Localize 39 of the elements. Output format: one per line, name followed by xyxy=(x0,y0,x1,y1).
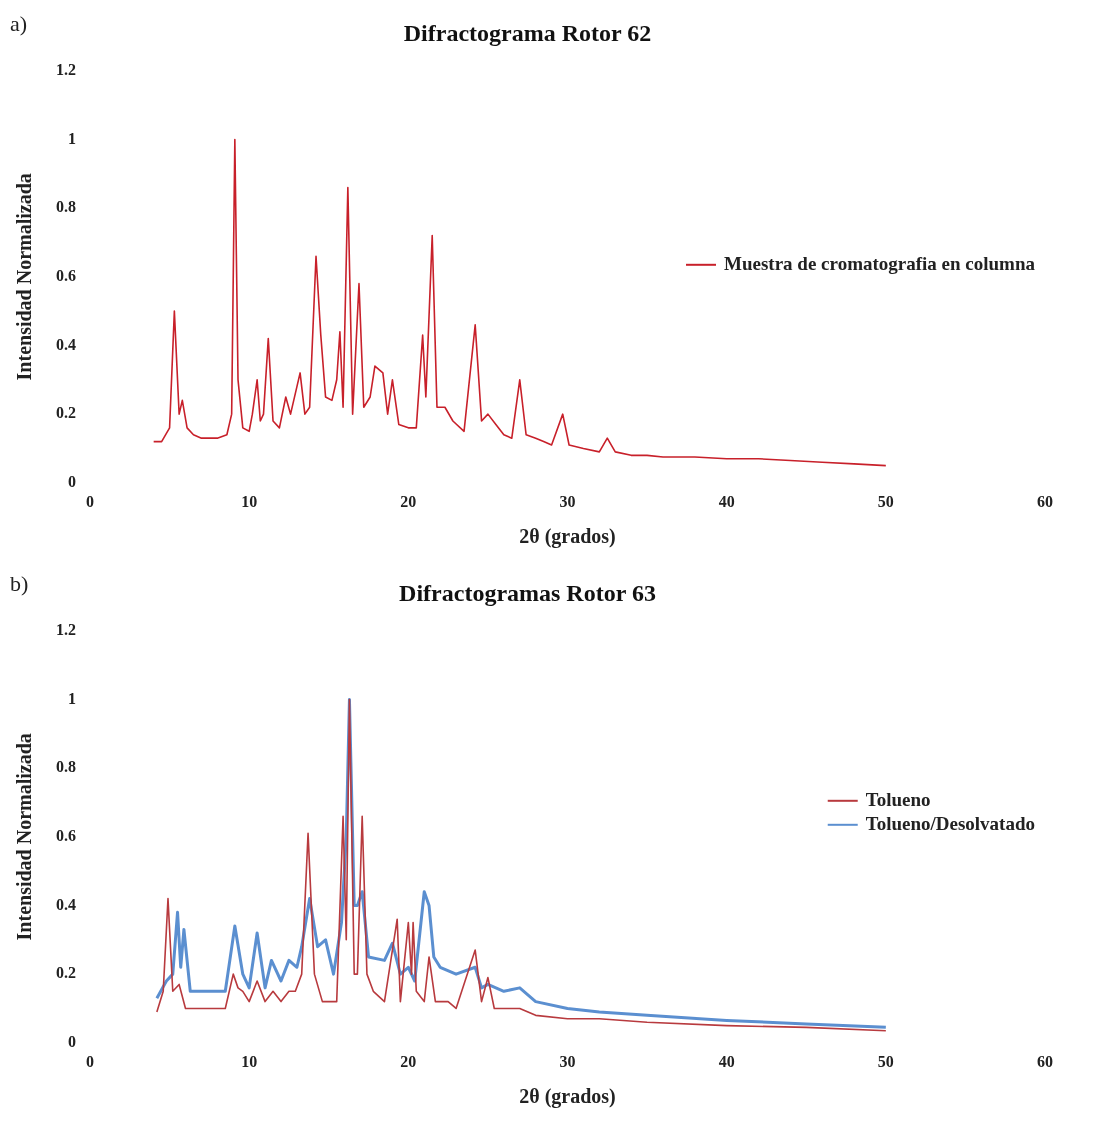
y-tick-label: 0.4 xyxy=(56,335,76,353)
y-axis-title: Intensidad Normalizada xyxy=(13,733,36,941)
y-tick-label: 1.2 xyxy=(56,60,76,78)
x-tick-label: 40 xyxy=(718,1052,735,1070)
legend-label: Muestra de cromatografia en columna xyxy=(724,252,1036,274)
x-tick-label: 0 xyxy=(86,1052,94,1070)
text: b) xyxy=(10,570,29,596)
x-tick-label: 10 xyxy=(241,492,258,510)
x-tick-label: 30 xyxy=(559,492,576,510)
chart-title: Difractograma Rotor 62 xyxy=(403,19,652,46)
x-tick-label: 20 xyxy=(400,1052,417,1070)
y-tick-label: 0.6 xyxy=(56,826,76,844)
y-tick-label: 0 xyxy=(68,472,76,490)
y-tick-label: 0.4 xyxy=(56,895,76,913)
y-tick-label: 0.6 xyxy=(56,266,76,284)
legend-label: Tolueno xyxy=(865,788,931,810)
y-tick-label: 0.2 xyxy=(56,404,76,422)
y-tick-label: 0 xyxy=(68,1032,76,1050)
text: a) xyxy=(10,10,28,36)
x-tick-label: 30 xyxy=(559,1052,576,1070)
y-tick-label: 1 xyxy=(68,129,76,147)
y-axis-title: Intensidad Normalizada xyxy=(13,173,36,381)
x-tick-label: 50 xyxy=(877,492,894,510)
x-tick-label: 10 xyxy=(241,1052,258,1070)
y-tick-label: 1.2 xyxy=(56,620,76,638)
x-tick-label: 40 xyxy=(718,492,735,510)
x-axis-title: 2θ (grados) xyxy=(519,525,616,549)
chart-title: Difractogramas Rotor 63 xyxy=(399,579,656,606)
x-tick-label: 20 xyxy=(400,492,417,510)
x-tick-label: 60 xyxy=(1037,1052,1053,1070)
x-tick-label: 0 xyxy=(86,492,94,510)
legend-label: Tolueno/Desolvatado xyxy=(865,812,1036,834)
y-tick-label: 0.2 xyxy=(56,964,76,982)
x-tick-label: 50 xyxy=(877,1052,894,1070)
x-tick-label: 60 xyxy=(1037,492,1053,510)
x-axis-title: 2θ (grados) xyxy=(519,1085,616,1109)
y-tick-label: 0.8 xyxy=(56,198,76,216)
y-tick-label: 1 xyxy=(68,689,76,707)
y-tick-label: 0.8 xyxy=(56,758,76,776)
